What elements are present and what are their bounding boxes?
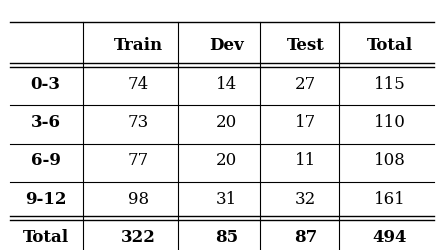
- Text: Train: Train: [114, 38, 163, 54]
- Text: 6-9: 6-9: [31, 152, 60, 169]
- Text: 74: 74: [127, 76, 149, 93]
- Text: 87: 87: [294, 229, 317, 246]
- Text: 494: 494: [373, 229, 407, 246]
- Text: Dev: Dev: [209, 38, 244, 54]
- Text: 85: 85: [215, 229, 238, 246]
- Text: Total: Total: [367, 38, 413, 54]
- Text: Total: Total: [23, 229, 68, 246]
- Text: 161: 161: [374, 191, 405, 208]
- Text: 9-12: 9-12: [25, 191, 66, 208]
- Text: 322: 322: [121, 229, 155, 246]
- Text: 17: 17: [295, 114, 317, 131]
- Text: 20: 20: [216, 114, 237, 131]
- Text: 14: 14: [216, 76, 237, 93]
- Text: 0-3: 0-3: [31, 76, 60, 93]
- Text: 32: 32: [295, 191, 317, 208]
- Text: 77: 77: [127, 152, 149, 169]
- Text: 27: 27: [295, 76, 317, 93]
- Text: 3-6: 3-6: [31, 114, 60, 131]
- Text: 11: 11: [295, 152, 317, 169]
- Text: Test: Test: [287, 38, 325, 54]
- Text: 98: 98: [127, 191, 149, 208]
- Text: 110: 110: [374, 114, 406, 131]
- Text: 108: 108: [374, 152, 406, 169]
- Text: 73: 73: [127, 114, 149, 131]
- Text: 20: 20: [216, 152, 237, 169]
- Text: 115: 115: [374, 76, 405, 93]
- Text: 31: 31: [216, 191, 237, 208]
